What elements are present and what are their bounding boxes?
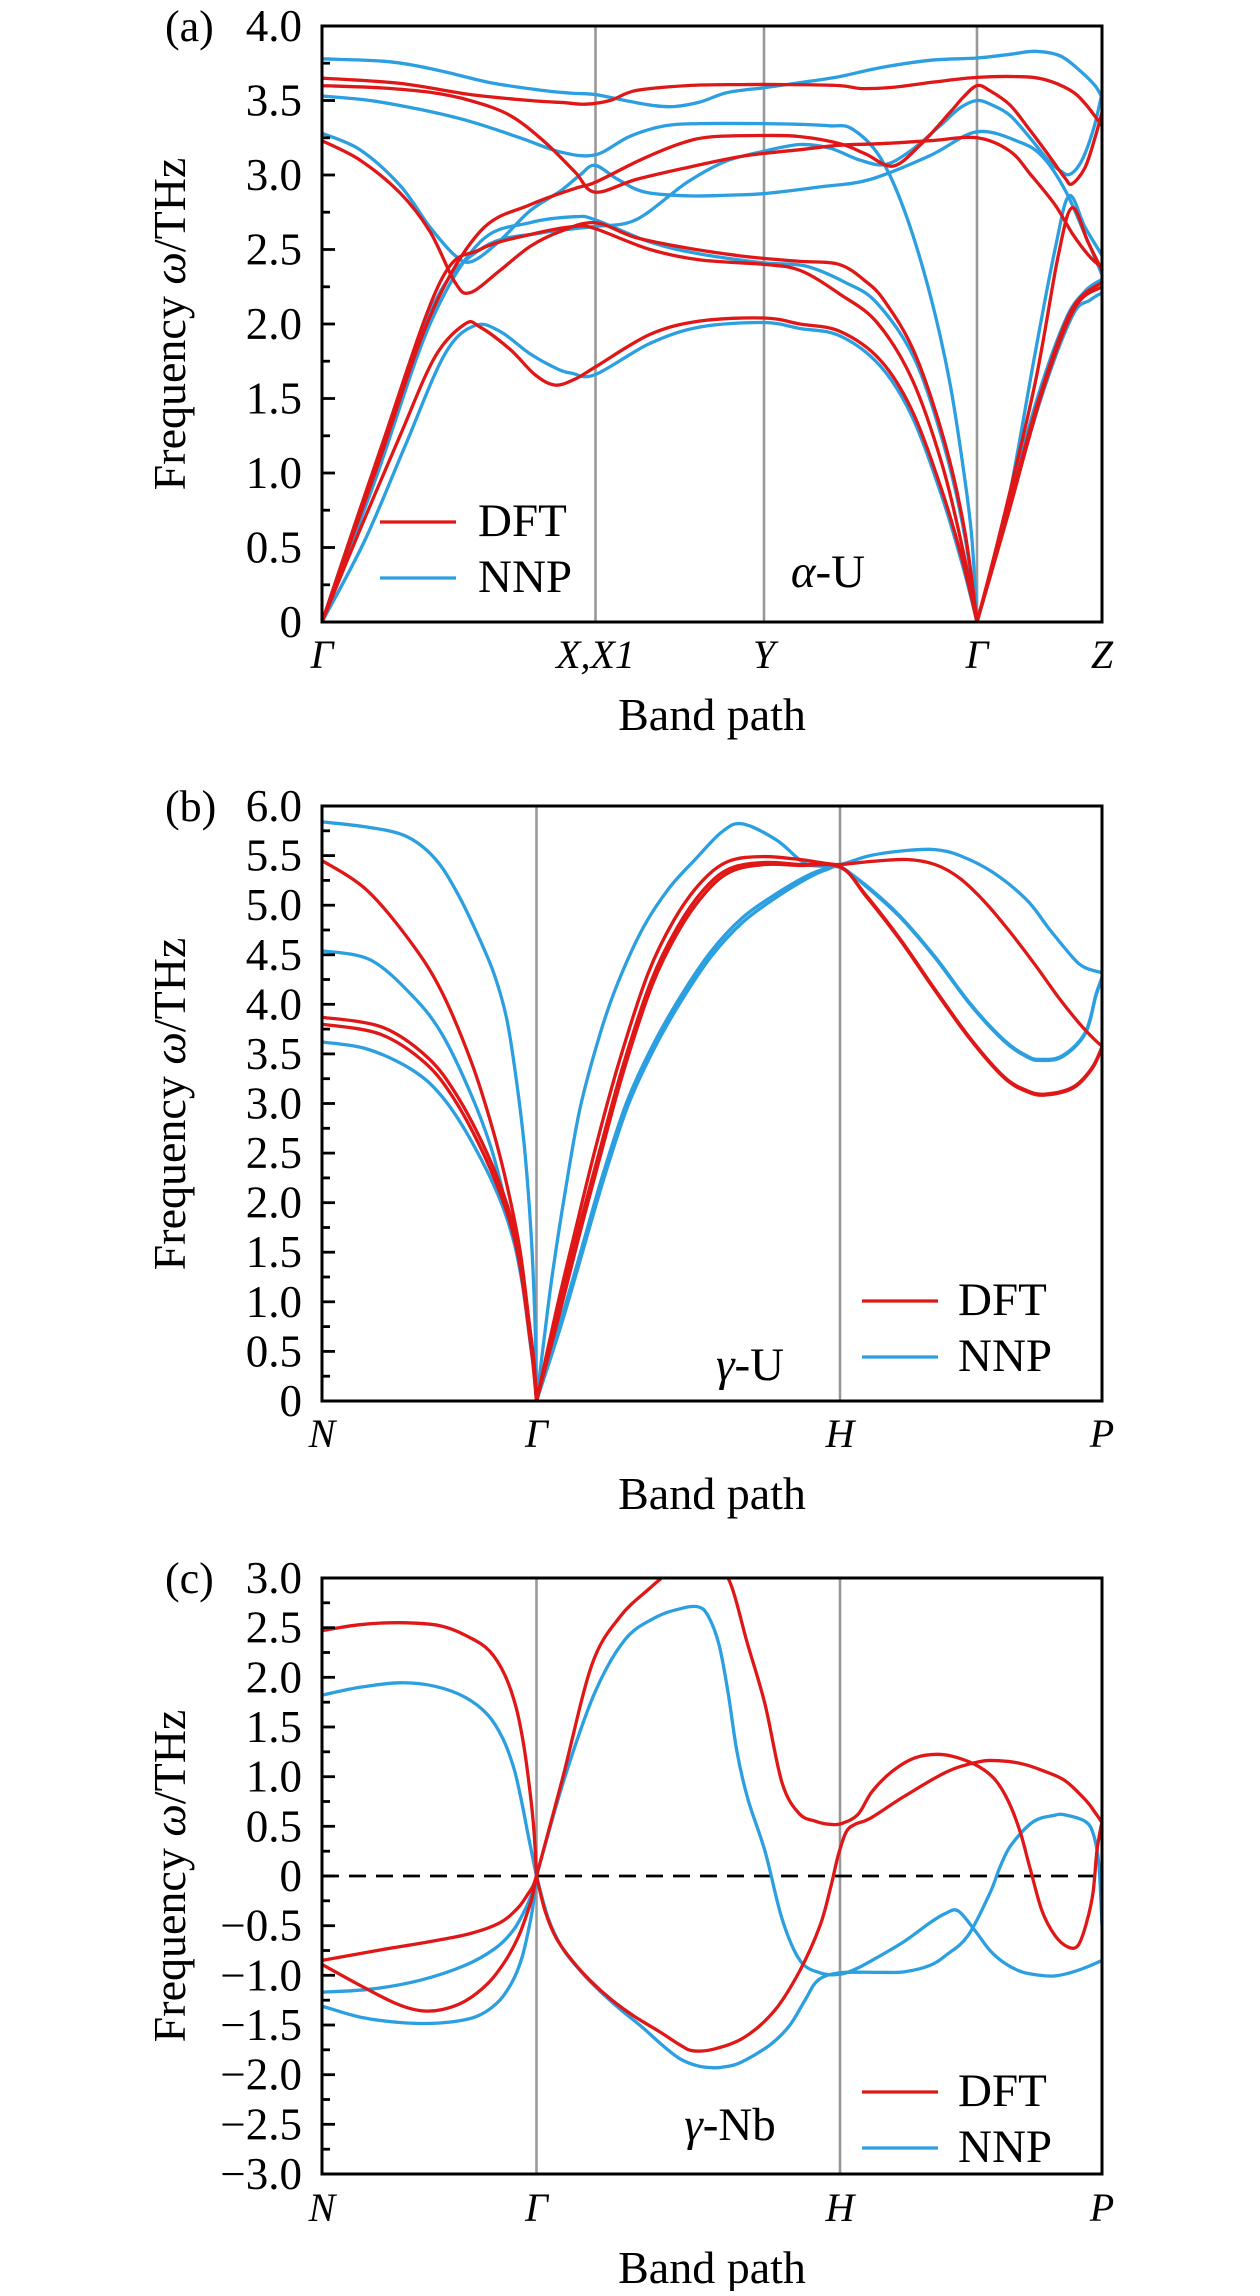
svg-text:3.0: 3.0 xyxy=(246,1079,302,1129)
svg-text:X,X1: X,X1 xyxy=(554,632,635,677)
svg-text:6.0: 6.0 xyxy=(246,781,302,831)
svg-text:−1.5: −1.5 xyxy=(220,2000,302,2050)
svg-text:2.0: 2.0 xyxy=(246,299,302,349)
svg-text:NNP: NNP xyxy=(478,551,572,603)
svg-text:0: 0 xyxy=(280,1376,303,1426)
svg-text:Band path: Band path xyxy=(618,2242,806,2291)
svg-text:Band path: Band path xyxy=(618,689,806,740)
svg-text:Z: Z xyxy=(1091,632,1114,677)
svg-text:P: P xyxy=(1089,2185,1114,2230)
svg-text:Frequency ω/THz: Frequency ω/THz xyxy=(144,158,195,491)
svg-text:2.5: 2.5 xyxy=(246,1128,302,1178)
svg-text:2.5: 2.5 xyxy=(246,1603,302,1653)
svg-text:3.0: 3.0 xyxy=(246,150,302,200)
svg-text:P: P xyxy=(1089,1411,1114,1456)
svg-text:4.0: 4.0 xyxy=(246,1,302,51)
svg-text:Γ: Γ xyxy=(965,632,991,677)
svg-text:3.0: 3.0 xyxy=(246,1553,302,1603)
svg-text:1.5: 1.5 xyxy=(246,1227,302,1277)
svg-text:α-U: α-U xyxy=(791,546,865,598)
svg-text:4.0: 4.0 xyxy=(246,979,302,1029)
svg-text:DFT: DFT xyxy=(958,2065,1047,2117)
svg-text:1.0: 1.0 xyxy=(246,1277,302,1327)
svg-text:−1.0: −1.0 xyxy=(220,1950,302,2000)
svg-text:1.0: 1.0 xyxy=(246,1752,302,1802)
svg-text:−0.5: −0.5 xyxy=(220,1901,302,1951)
svg-text:0.5: 0.5 xyxy=(246,523,302,573)
svg-text:Γ: Γ xyxy=(310,632,336,677)
svg-text:−2.0: −2.0 xyxy=(220,2050,302,2100)
svg-text:0: 0 xyxy=(280,597,303,647)
svg-text:DFT: DFT xyxy=(958,1274,1047,1326)
svg-text:Γ: Γ xyxy=(524,1411,550,1456)
svg-text:1.0: 1.0 xyxy=(246,448,302,498)
svg-text:3.5: 3.5 xyxy=(246,76,302,126)
svg-text:5.0: 5.0 xyxy=(246,880,302,930)
svg-text:−2.5: −2.5 xyxy=(220,2099,302,2149)
svg-text:NNP: NNP xyxy=(958,1330,1052,1382)
svg-text:(b): (b) xyxy=(165,782,216,831)
svg-text:(c): (c) xyxy=(165,1554,214,1603)
svg-text:Γ: Γ xyxy=(524,2185,550,2230)
svg-text:2.0: 2.0 xyxy=(246,1178,302,1228)
svg-text:H: H xyxy=(825,2185,857,2230)
svg-text:NNP: NNP xyxy=(958,2121,1052,2173)
svg-text:Y: Y xyxy=(753,632,779,677)
svg-text:1.5: 1.5 xyxy=(246,374,302,424)
svg-text:H: H xyxy=(825,1411,857,1456)
svg-text:2.5: 2.5 xyxy=(246,225,302,275)
svg-text:Frequency ω/THz: Frequency ω/THz xyxy=(144,1710,195,2043)
svg-text:DFT: DFT xyxy=(478,495,567,547)
svg-text:(a): (a) xyxy=(165,2,214,51)
svg-text:0: 0 xyxy=(280,1851,303,1901)
svg-text:Band path: Band path xyxy=(618,1468,806,1519)
svg-text:γ-Nb: γ-Nb xyxy=(684,2099,776,2151)
svg-text:γ-U: γ-U xyxy=(716,1339,784,1391)
svg-text:N: N xyxy=(308,1411,338,1456)
svg-text:−3.0: −3.0 xyxy=(220,2149,302,2199)
svg-text:0.5: 0.5 xyxy=(246,1326,302,1376)
svg-text:Frequency ω/THz: Frequency ω/THz xyxy=(144,938,195,1271)
svg-text:4.5: 4.5 xyxy=(246,930,302,980)
svg-text:1.5: 1.5 xyxy=(246,1702,302,1752)
svg-text:3.5: 3.5 xyxy=(246,1029,302,1079)
svg-text:2.0: 2.0 xyxy=(246,1652,302,1702)
svg-text:5.5: 5.5 xyxy=(246,831,302,881)
svg-text:N: N xyxy=(308,2185,338,2230)
svg-text:0.5: 0.5 xyxy=(246,1801,302,1851)
